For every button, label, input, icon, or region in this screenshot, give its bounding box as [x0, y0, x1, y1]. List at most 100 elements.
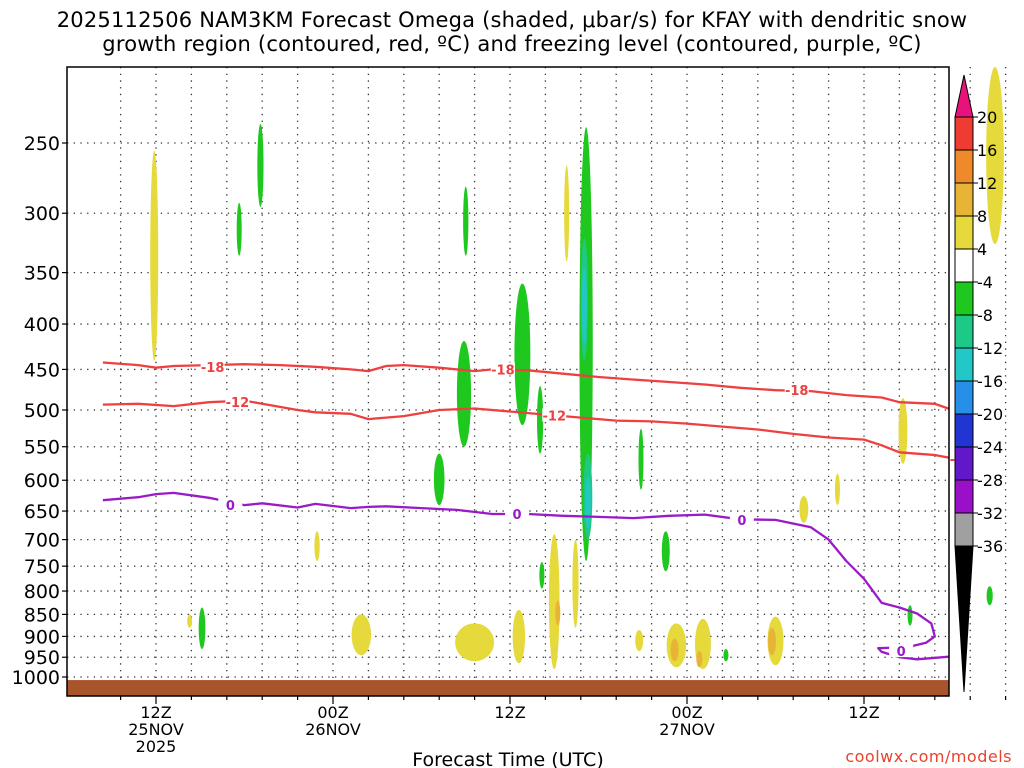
omega-region	[635, 629, 644, 652]
colorbar-bin	[954, 281, 974, 316]
y-tick-label: 250	[24, 133, 60, 155]
omega-region	[638, 428, 644, 490]
colorbar-bin	[954, 248, 974, 283]
colorbar-label: -28	[977, 471, 1003, 490]
colorbar-bin	[954, 413, 974, 448]
colorbar-label: -20	[977, 405, 1003, 424]
omega-region	[767, 627, 776, 656]
omega-region	[581, 267, 587, 343]
omega-region	[986, 586, 993, 606]
colorbar-label: -32	[977, 504, 1003, 523]
omega-region	[539, 562, 545, 589]
omega-region	[696, 651, 703, 668]
omega-region	[187, 614, 193, 628]
x-tick-label: 00Z	[317, 703, 348, 722]
colorbar-label: -8	[977, 306, 993, 325]
omega-region	[572, 539, 579, 628]
x-tick-label: 2025	[136, 737, 177, 756]
colorbar-bin	[954, 182, 974, 217]
y-tick-label: 700	[24, 530, 60, 552]
terrain-fill	[67, 680, 949, 696]
contour-label-bg	[200, 359, 225, 373]
colorbar-label: -12	[977, 339, 1003, 358]
contour-label: -12	[226, 396, 250, 411]
omega-region	[198, 607, 206, 650]
contour-label-bg	[784, 383, 809, 397]
omega-region	[463, 186, 469, 256]
contour-label-bg	[218, 498, 243, 512]
contour-label: 0	[513, 508, 522, 523]
colorbar-bin	[954, 215, 974, 250]
contour-label: -12	[543, 409, 567, 424]
y-axis: 2503003504004505005506006507007508008509…	[12, 133, 67, 689]
colorbar-label: 12	[977, 174, 997, 193]
omega-region	[456, 341, 472, 447]
omega-region	[907, 605, 913, 626]
omega-region	[799, 495, 809, 523]
x-tick-label: 26NOV	[305, 720, 361, 739]
omega-region	[555, 600, 561, 626]
y-tick-label: 600	[24, 470, 60, 492]
colorbar-arrow-bottom	[954, 545, 974, 693]
contour-label: 0	[226, 499, 235, 514]
contour-label: -18	[785, 384, 809, 399]
omega-region	[898, 398, 908, 464]
omega-region	[661, 531, 670, 572]
omega-region	[150, 150, 159, 361]
chart-title-line1: 2025112506 NAM3KM Forecast Omega (shaded…	[56, 8, 968, 32]
x-tick-label: 12Z	[494, 703, 525, 722]
colorbar-label: 16	[977, 141, 997, 160]
colorbar-bin	[954, 380, 974, 415]
y-tick-label: 300	[24, 203, 60, 225]
contour-label-bg	[225, 395, 250, 409]
x-tick-label: 12Z	[140, 703, 171, 722]
y-tick-label: 950	[24, 647, 60, 669]
colorbar-label: 8	[977, 207, 987, 226]
contour-label: 0	[737, 514, 746, 529]
contour-line	[102, 361, 949, 410]
contour-label-bg	[505, 507, 530, 521]
omega-region	[455, 623, 495, 662]
colorbar-bin	[954, 314, 974, 349]
terrain-fill-rect	[67, 680, 949, 696]
omega-region	[986, 66, 1004, 245]
contour-line	[102, 399, 949, 459]
contour-label-bg	[490, 362, 515, 376]
omega-region	[585, 477, 591, 529]
omega-region	[257, 124, 264, 207]
omega-region	[564, 165, 570, 262]
chart-title-line2: growth region (contoured, red, ºC) and f…	[102, 32, 922, 56]
y-tick-label: 550	[24, 437, 60, 459]
omega-region	[314, 531, 320, 562]
y-tick-label: 650	[24, 501, 60, 523]
x-axis-label: Forecast Time (UTC)	[412, 749, 603, 768]
colorbar-label: -36	[977, 537, 1003, 556]
plot-frame	[66, 66, 950, 697]
contour-label-bg	[889, 644, 914, 658]
x-tick-label: 25NOV	[128, 720, 184, 739]
omega-region	[514, 283, 531, 426]
contour-label: -18	[201, 361, 225, 376]
plot-area	[67, 67, 949, 696]
y-tick-label: 1000	[12, 667, 60, 689]
omega-region	[236, 202, 242, 256]
x-tick-label: 27NOV	[659, 720, 715, 739]
contour-label: 0	[897, 645, 906, 660]
y-tick-label: 500	[24, 400, 60, 422]
y-tick-label: 350	[24, 263, 60, 285]
y-tick-label: 450	[24, 359, 60, 381]
colorbar-label: 4	[977, 240, 987, 259]
contour-label-bg	[542, 408, 567, 422]
omega-shading	[150, 66, 1004, 670]
y-tick-label: 850	[24, 604, 60, 626]
y-tick-label: 400	[24, 314, 60, 336]
colorbar-bin	[954, 512, 974, 547]
y-tick-label: 900	[24, 626, 60, 648]
y-tick-label: 750	[24, 556, 60, 578]
colorbar-bin	[954, 116, 974, 151]
omega-region	[536, 386, 544, 454]
omega-region	[433, 453, 445, 506]
